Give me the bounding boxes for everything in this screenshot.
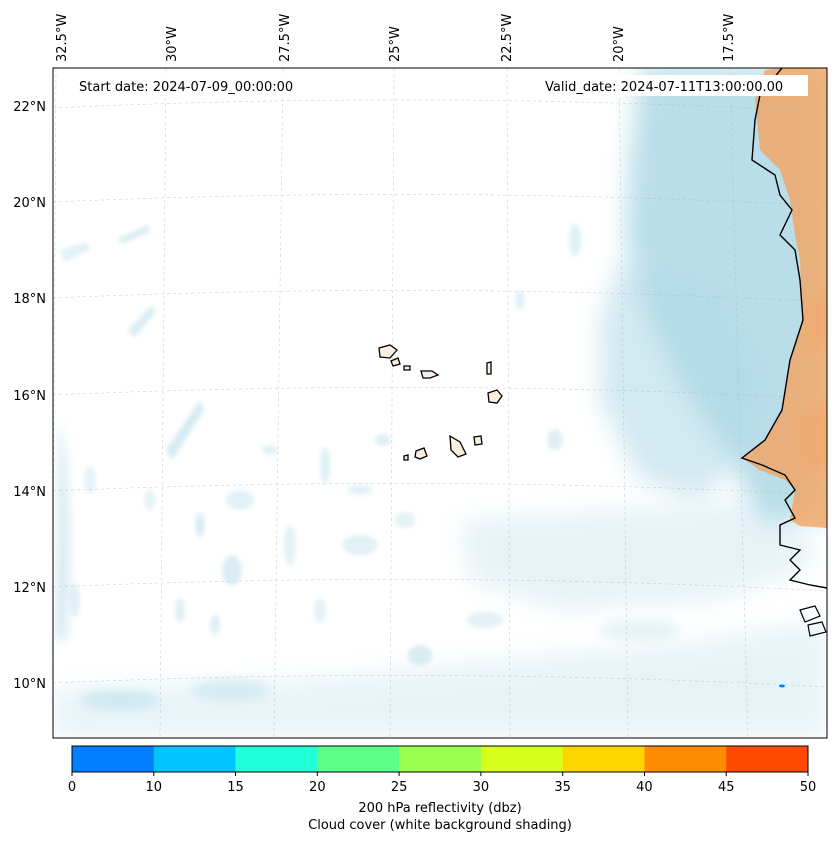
colorbar-segment: [153, 746, 237, 772]
colorbar-frame: [71, 745, 809, 773]
longitude-labels: 32.5°W 30°W 27.5°W 25°W 22.5°W 20°W 17.5…: [55, 14, 737, 62]
valid-date-box: [538, 75, 808, 96]
coastline-shape: [740, 68, 827, 589]
colorbar-tick-label: 10: [146, 780, 163, 795]
colorbar-segment: [726, 746, 809, 772]
start-date-box: [72, 75, 312, 96]
lat-label: 12°N: [13, 581, 46, 596]
colorbar-tick-label: 20: [309, 780, 326, 795]
lon-label: 17.5°W: [722, 14, 737, 62]
colorbar-tick-label: 15: [227, 780, 244, 795]
coastline-shape: [799, 605, 827, 637]
lon-label: 27.5°W: [278, 14, 293, 62]
colorbar-tick-label: 45: [718, 780, 735, 795]
colorbar-tick-label: 0: [68, 780, 76, 795]
map-frame: [52, 67, 828, 739]
colorbar-segment: [317, 746, 400, 772]
colorbar-tick-label: 30: [473, 780, 490, 795]
colorbar-segment: [480, 746, 564, 772]
colorbar: 0 10 15 20 25 30 35 40 45 50: [68, 745, 817, 795]
colorbar-tick-label: 35: [554, 780, 571, 795]
lon-label: 20°W: [612, 26, 627, 62]
colorbar-sublabel: Cloud cover (white background shading): [308, 818, 572, 833]
lat-label: 16°N: [13, 389, 46, 404]
valid-date-label: Valid_date: 2024-07-11T13:00:00.00: [545, 80, 783, 95]
reflectivity-speck: [779, 684, 785, 688]
graticule: [53, 68, 827, 738]
colorbar-label: 200 hPa reflectivity (dbz): [358, 801, 522, 816]
colorbar-segment: [562, 746, 645, 772]
map-area: [53, 68, 827, 738]
lon-label: 22.5°W: [500, 14, 515, 62]
colorbar-segment: [644, 746, 727, 772]
island-shape: [378, 344, 503, 461]
colorbar-tick-label: 50: [800, 780, 817, 795]
lat-label: 18°N: [13, 292, 46, 307]
colorbar-tick-label: 40: [636, 780, 653, 795]
lon-label: 32.5°W: [55, 14, 70, 62]
lon-label: 30°W: [165, 26, 180, 62]
colorbar-segment: [72, 746, 155, 772]
colorbar-tick-label: 25: [391, 780, 408, 795]
lat-label: 22°N: [13, 100, 46, 115]
lon-label: 25°W: [388, 26, 403, 62]
lat-label: 20°N: [13, 196, 46, 211]
land-shading: [742, 68, 827, 528]
start-date-label: Start date: 2024-07-09_00:00:00: [79, 80, 293, 95]
latitude-labels: 22°N 20°N 18°N 16°N 14°N 12°N 10°N: [13, 100, 46, 692]
lat-label: 14°N: [13, 485, 46, 500]
colorbar-segment: [235, 746, 318, 772]
colorbar-segment: [399, 746, 482, 772]
cloud-cover-shading: [53, 68, 827, 738]
lat-label: 10°N: [13, 677, 46, 692]
